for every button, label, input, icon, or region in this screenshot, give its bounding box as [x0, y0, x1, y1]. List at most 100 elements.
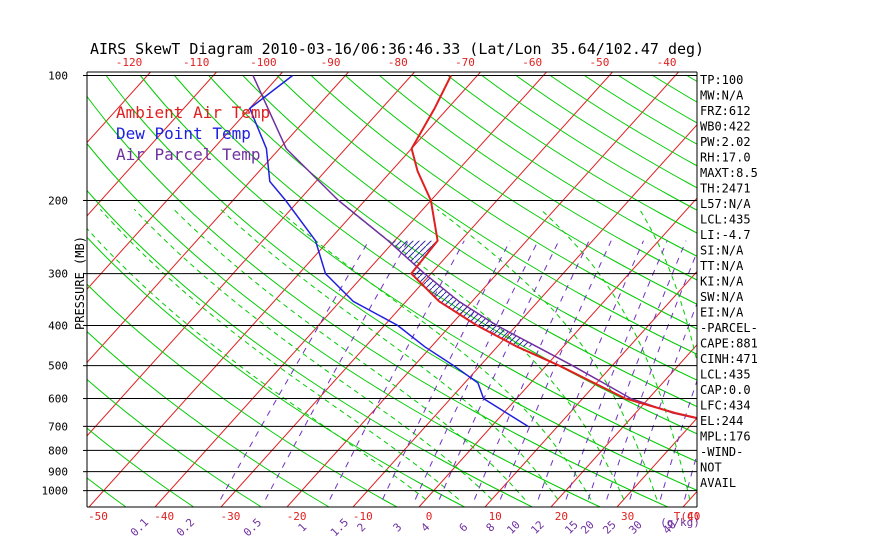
mixing-ratio-line: [684, 452, 697, 500]
dry-adiabat-line: [87, 427, 194, 507]
pressure-tick-label: 200: [48, 194, 68, 207]
dry-adiabat-line: [139, 74, 697, 463]
dry-adiabat-line: [207, 74, 697, 408]
index-entry: EL:244: [700, 414, 743, 428]
bottom-temp-tick-label: -40: [154, 510, 174, 523]
index-entry: -PARCEL-: [700, 321, 758, 335]
mixing-ratio-line: [329, 240, 465, 500]
index-entry: CINH:471: [700, 352, 758, 366]
dry-adiabat-line: [87, 378, 262, 507]
x-axis-temp-unit: T(C): [674, 510, 701, 523]
index-entry: LFC:434: [700, 399, 751, 413]
pressure-tick-label: 800: [48, 444, 68, 457]
index-entry: MW:N/A: [700, 89, 744, 103]
pressure-tick-label: 1000: [42, 485, 69, 498]
isotherm-line: [87, 72, 349, 364]
dry-adiabat-line: [87, 283, 398, 507]
index-entry: WB0:422: [700, 120, 751, 134]
index-entry: CAPE:881: [700, 337, 758, 351]
moist-adiabat-line: [220, 208, 559, 500]
isotherm-line: [550, 344, 697, 507]
mixing-ratio-line: [382, 240, 511, 500]
dry-adiabat-line: [87, 330, 330, 507]
dry-adiabat-line: [549, 74, 697, 167]
legend-entry-1: Ambient Air Temp: [116, 103, 270, 122]
isotherm-line: [220, 72, 613, 507]
index-entry: LI:-4.7: [700, 228, 751, 242]
mixing-ratio-line: [565, 240, 668, 500]
isotherm-line: [286, 72, 679, 507]
dry-adiabat-line: [481, 74, 697, 211]
isotherm-line: [87, 72, 415, 437]
top-temp-tick-label: -80: [388, 56, 408, 69]
isotherm-line: [0, 72, 85, 507]
mixing-ratio-line: [587, 240, 687, 500]
pressure-tick-label: 100: [48, 70, 68, 83]
mixing-ratio-label: 0.5: [241, 516, 264, 539]
moist-adiabat-line: [133, 208, 493, 500]
moist-adiabat-line: [99, 208, 460, 500]
isotherm-line: [0, 72, 19, 507]
y-axis-label: PRESSURE (MB): [73, 236, 87, 330]
mixing-ratio-label: 1.5: [328, 516, 351, 539]
chart-title: AIRS SkewT Diagram 2010-03-16/06:36:46.3…: [90, 40, 704, 58]
index-entry: FRZ:612: [700, 104, 751, 118]
mixing-ratio-line: [438, 240, 560, 500]
mixing-ratio-line: [473, 240, 590, 500]
dry-adiabat-line: [87, 477, 127, 507]
pressure-tick-label: 900: [48, 466, 68, 479]
index-entry: TP:100: [700, 73, 743, 87]
index-entry: -WIND-: [700, 445, 743, 459]
index-entry: MAXT:8.5: [700, 166, 758, 180]
isotherm-line: [749, 72, 870, 507]
mixing-ratio-line: [499, 240, 612, 500]
mixing-ratio-label: 0.2: [174, 516, 197, 539]
index-entry: CAP:0.0: [700, 383, 751, 397]
isotherm-line: [87, 72, 283, 290]
bottom-temp-tick-label: -10: [353, 510, 373, 523]
ambient-air-temp-line: [409, 75, 697, 420]
pressure-tick-label: 700: [48, 420, 68, 433]
dry-adiabat-line: [173, 74, 697, 435]
mixing-ratio-line: [537, 240, 644, 500]
top-temp-tick-label: -70: [455, 56, 475, 69]
dry-adiabat-line: [378, 74, 697, 281]
dry-adiabat-line: [344, 74, 697, 305]
dry-adiabat-line: [515, 74, 697, 189]
dry-adiabat-line: [651, 74, 697, 103]
top-temp-tick-label: -50: [589, 56, 609, 69]
mixing-ratio-label: 25: [600, 518, 619, 537]
dry-adiabat-line: [412, 74, 697, 257]
dry-adiabat-line: [276, 74, 697, 355]
top-temp-tick-label: -90: [321, 56, 341, 69]
moist-adiabat-line: [348, 208, 625, 500]
cape-area: [388, 240, 538, 347]
top-temp-tick-label: -40: [657, 56, 677, 69]
moist-adiabat-line: [173, 208, 526, 500]
isotherm-line: [616, 417, 697, 507]
mixing-ratio-label: 6: [457, 521, 471, 535]
mixing-ratio-label: 0.1: [128, 516, 151, 539]
isotherm-line: [815, 72, 870, 507]
index-entry: KI:N/A: [700, 275, 744, 289]
pressure-tick-label: 300: [48, 268, 68, 281]
isotherm-line: [154, 72, 547, 507]
top-temp-tick-label: -120: [116, 56, 143, 69]
isotherm-line: [418, 197, 697, 507]
index-entry: EI:N/A: [700, 306, 744, 320]
dry-adiabat-line: [310, 74, 697, 330]
pressure-tick-label: 400: [48, 319, 68, 332]
index-entry: AVAIL: [700, 476, 736, 490]
bottom-temp-tick-label: 40: [687, 510, 700, 523]
bottom-temp-tick-label: 30: [621, 510, 634, 523]
mixing-ratio-line: [265, 240, 409, 500]
dry-adiabat-line: [87, 95, 669, 507]
isotherm-line: [352, 124, 697, 507]
dry-adiabat-line: [105, 74, 697, 491]
index-entry: PW:2.02: [700, 135, 751, 149]
bottom-temp-tick-label: 0: [426, 510, 433, 523]
mixing-ratio-line: [659, 379, 697, 500]
moist-adiabat-line: [436, 208, 658, 500]
bottom-temp-tick-label: -30: [220, 510, 240, 523]
moist-adiabat-line: [639, 209, 697, 364]
